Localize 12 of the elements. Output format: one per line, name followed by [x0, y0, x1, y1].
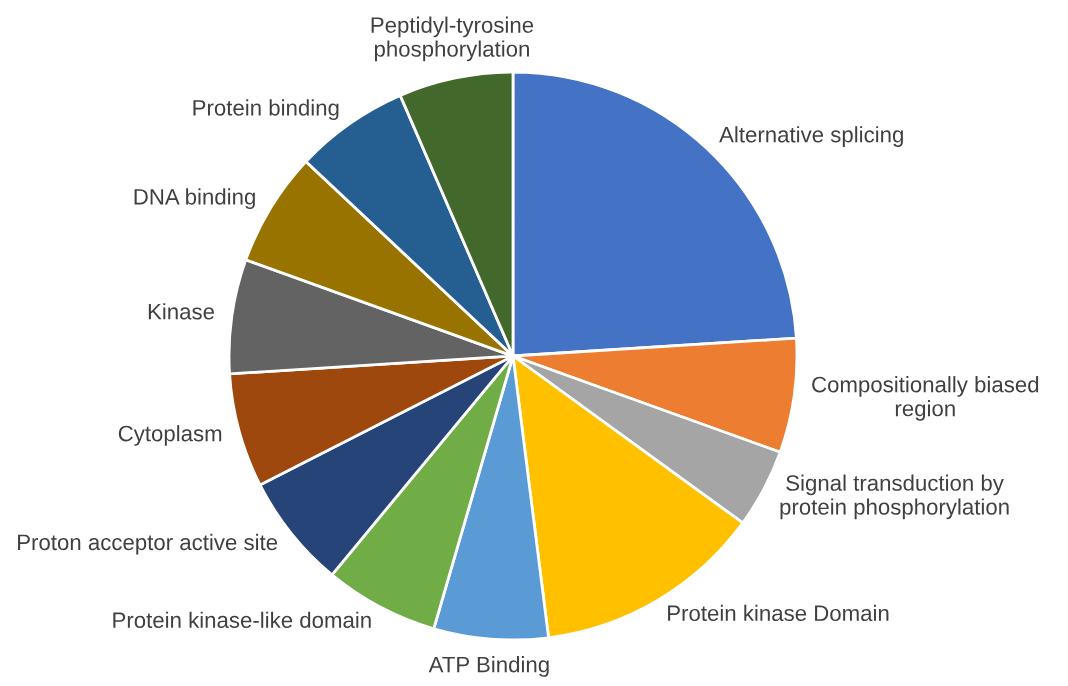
- slice-label: Compositionally biased region: [812, 376, 1039, 421]
- slice-label: Signal transduction by protein phosphorylation: [780, 474, 1009, 520]
- slice-label: DNA binding: [134, 188, 255, 210]
- slice-label: ATP Binding: [428, 656, 549, 677]
- slice-label: Protein kinase-like domain: [113, 611, 371, 629]
- slice-label: Protein binding: [193, 99, 339, 121]
- slice-label: Cytoplasm: [118, 425, 222, 446]
- slice-label: Kinase: [148, 303, 214, 320]
- slice-label: Alternative splicing: [719, 126, 903, 147]
- slice-label: Peptidyl-tyrosine phosphorylation: [371, 16, 534, 62]
- slice-label: Proton acceptor active site: [18, 533, 278, 555]
- slice-label: Protein kinase Domain: [668, 604, 889, 622]
